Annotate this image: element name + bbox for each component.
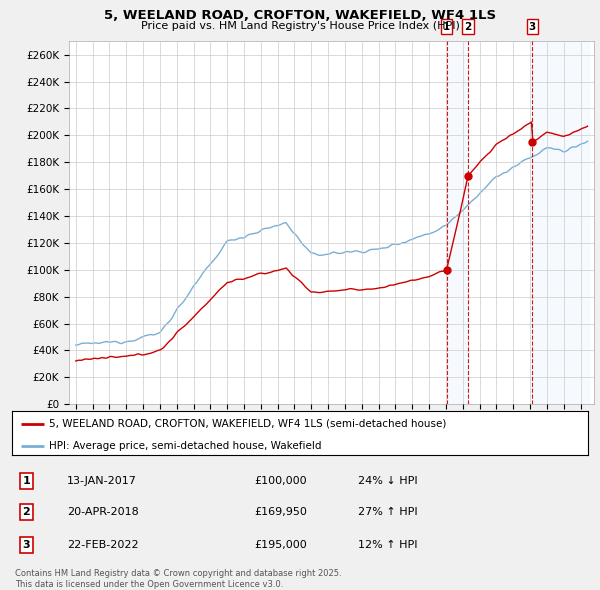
Text: Price paid vs. HM Land Registry's House Price Index (HPI): Price paid vs. HM Land Registry's House … bbox=[140, 21, 460, 31]
Text: 5, WEELAND ROAD, CROFTON, WAKEFIELD, WF4 1LS (semi-detached house): 5, WEELAND ROAD, CROFTON, WAKEFIELD, WF4… bbox=[49, 419, 447, 428]
Bar bbox=[532, 41, 589, 404]
Text: 3: 3 bbox=[23, 540, 30, 550]
Text: 24% ↓ HPI: 24% ↓ HPI bbox=[358, 476, 417, 486]
Text: 3: 3 bbox=[529, 22, 536, 31]
Text: 2: 2 bbox=[464, 22, 472, 31]
Text: 5, WEELAND ROAD, CROFTON, WAKEFIELD, WF4 1LS: 5, WEELAND ROAD, CROFTON, WAKEFIELD, WF4… bbox=[104, 9, 496, 22]
Text: 2: 2 bbox=[23, 507, 30, 517]
Point bbox=[527, 137, 537, 147]
Text: 1: 1 bbox=[23, 476, 30, 486]
Text: 27% ↑ HPI: 27% ↑ HPI bbox=[358, 507, 417, 517]
Point bbox=[463, 171, 473, 181]
Text: HPI: Average price, semi-detached house, Wakefield: HPI: Average price, semi-detached house,… bbox=[49, 441, 322, 451]
Text: 22-FEB-2022: 22-FEB-2022 bbox=[67, 540, 139, 550]
Text: 1: 1 bbox=[443, 22, 450, 31]
Bar bbox=[446, 41, 468, 404]
Text: £195,000: £195,000 bbox=[254, 540, 307, 550]
Text: 20-APR-2018: 20-APR-2018 bbox=[67, 507, 139, 517]
Text: £100,000: £100,000 bbox=[254, 476, 307, 486]
Text: Contains HM Land Registry data © Crown copyright and database right 2025.
This d: Contains HM Land Registry data © Crown c… bbox=[15, 569, 341, 589]
Text: 12% ↑ HPI: 12% ↑ HPI bbox=[358, 540, 417, 550]
Point bbox=[442, 265, 451, 274]
Text: 13-JAN-2017: 13-JAN-2017 bbox=[67, 476, 137, 486]
Text: £169,950: £169,950 bbox=[254, 507, 307, 517]
